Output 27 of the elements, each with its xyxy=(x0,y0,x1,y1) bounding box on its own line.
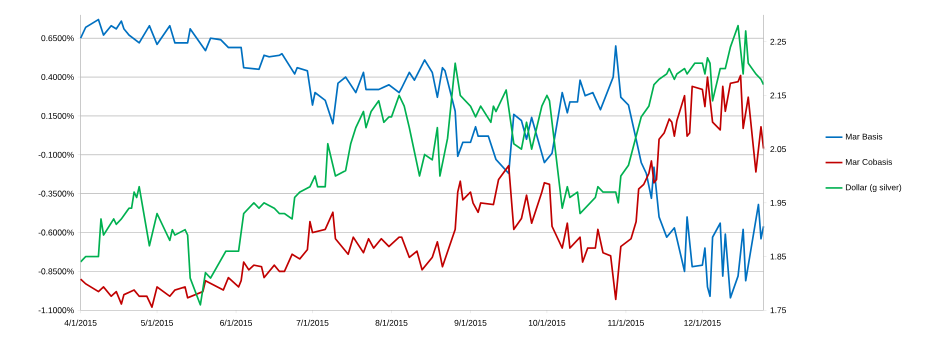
line-series xyxy=(80,74,764,308)
x-tick-label: 5/1/2015 xyxy=(141,320,174,326)
x-tick-label: 6/1/2015 xyxy=(220,320,252,326)
y-tick-label: -0.6000% xyxy=(38,230,74,236)
y-tick-label: 0.1500% xyxy=(41,112,74,119)
y-tick-label: -0.3500% xyxy=(38,190,74,197)
y2-tick-label: 2.15 xyxy=(770,92,786,98)
x-tick-label: 12/1/2015 xyxy=(684,320,721,326)
x-tick-label: 7/1/2015 xyxy=(296,320,328,326)
y2-tick-label: 1.85 xyxy=(770,254,786,260)
y-tick-label: -1.1000% xyxy=(38,307,74,314)
legend-label: Mar Basis xyxy=(846,133,882,140)
y-tick-label: -0.1000% xyxy=(38,152,74,158)
x-tick-label: 9/1/2015 xyxy=(454,320,486,326)
y-tick-label: -0.8500% xyxy=(38,268,74,274)
y-tick-label: 0.6500% xyxy=(41,35,74,42)
legend-label: Mar Cobasis xyxy=(846,158,892,165)
y2-tick-label: 1.95 xyxy=(770,200,786,206)
legend-label: Dollar (g silver) xyxy=(846,184,902,192)
x-tick-label: 8/1/2015 xyxy=(376,320,408,326)
y-tick-label: 0.4000% xyxy=(41,74,74,80)
y2-tick-label: 2.25 xyxy=(770,38,786,45)
y2-tick-label: 1.75 xyxy=(770,307,786,314)
x-tick-label: 10/1/2015 xyxy=(528,320,566,326)
x-tick-label: 4/1/2015 xyxy=(64,320,97,326)
x-tick-label: 11/1/2015 xyxy=(608,320,644,326)
y2-tick-label: 2.05 xyxy=(770,146,786,152)
